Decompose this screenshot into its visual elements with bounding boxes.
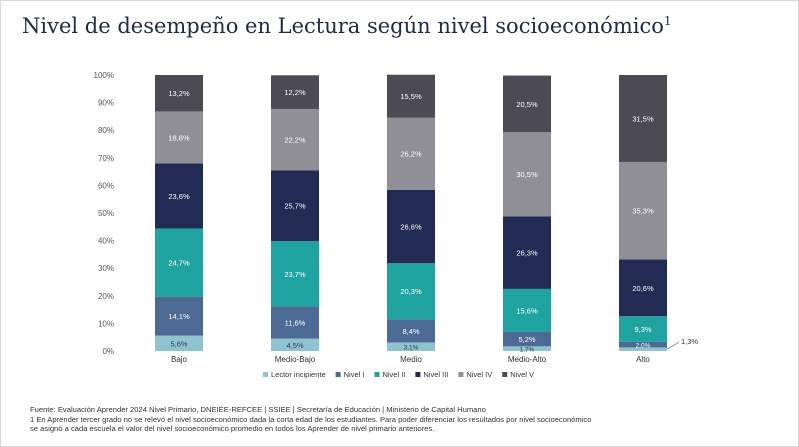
legend-label: Nivel IV (466, 370, 492, 379)
callout-line (666, 341, 680, 350)
title-footnote-mark: 1 (663, 14, 672, 28)
legend-label: Lector incipiente (271, 370, 326, 379)
y-tick-label: 0% (102, 347, 114, 356)
data-label: 15,6% (516, 306, 538, 315)
data-label: 9,3% (634, 325, 651, 334)
data-label: 5,6% (170, 339, 187, 348)
bar-segment (271, 338, 319, 351)
bar-segment (271, 306, 319, 339)
data-label: 30,5% (516, 170, 538, 179)
y-tick-label: 50% (98, 209, 114, 218)
data-label: 12,2% (284, 88, 306, 97)
bar-segment (387, 74, 435, 118)
bar-segment (619, 259, 667, 317)
data-label: 3,1% (404, 345, 419, 352)
x-tick-label: Bajo (171, 355, 188, 364)
footer-note-line2: se asignó a cada escuela el valor del ni… (30, 424, 435, 433)
y-tick-label: 80% (98, 126, 114, 135)
callout-label: 1,3% (681, 337, 698, 346)
data-label: 22,2% (284, 136, 306, 145)
bar-segment (619, 75, 667, 162)
y-tick-label: 20% (98, 292, 114, 301)
x-tick-label: Medio-Alto (508, 355, 547, 364)
data-label: 23,6% (168, 192, 190, 201)
x-tick-label: Alto (636, 355, 650, 364)
bar-segment (619, 347, 667, 351)
bar-segment (271, 241, 319, 307)
data-label: 24,7% (168, 259, 190, 268)
data-label: 26,3% (516, 249, 538, 258)
y-tick-label: 100% (94, 71, 114, 80)
bar-segment (387, 117, 435, 190)
data-label: 2,0% (636, 343, 651, 350)
legend-swatch (335, 372, 341, 377)
bar-segment (387, 189, 435, 264)
y-tick-label: 40% (98, 237, 114, 246)
bar-segment (503, 216, 551, 289)
bar-segment (271, 108, 319, 171)
y-tick-label: 90% (98, 99, 114, 108)
data-label: 26,2% (400, 150, 422, 159)
y-tick-label: 10% (98, 319, 114, 328)
legend-label: Nivel V (510, 370, 534, 379)
data-label: 35,3% (632, 207, 654, 216)
legend-swatch (374, 372, 380, 377)
footer: Fuente: Evaluación Aprender 2024 Nivel P… (30, 405, 770, 434)
x-tick-label: Medio-Bajo (275, 355, 316, 364)
data-label: 18,8% (168, 133, 190, 142)
bar-segment (387, 342, 435, 351)
data-label: 4,5% (286, 341, 303, 350)
bar-segment (155, 75, 203, 112)
bar-segment (619, 341, 667, 348)
bar-segment (271, 75, 319, 109)
data-label: 5,2% (518, 335, 535, 344)
y-tick-label: 60% (98, 181, 114, 190)
legend-swatch (458, 372, 464, 377)
data-label: 14,1% (168, 312, 190, 321)
bar-segment (503, 346, 551, 351)
data-label: 15,5% (400, 92, 422, 101)
y-tick-label: 30% (98, 264, 114, 273)
data-label: 25,7% (284, 202, 306, 211)
bar-segment (619, 161, 667, 260)
data-label: 8,4% (402, 327, 419, 336)
footer-source: Fuente: Evaluación Aprender 2024 Nivel P… (30, 405, 486, 414)
bar-segment (503, 288, 551, 332)
bar-segment (619, 316, 667, 342)
data-label: 23,7% (284, 270, 306, 279)
data-label: 20,5% (516, 100, 538, 109)
footer-note-line1: 1 En Aprender tercer grado no se relevó … (30, 414, 592, 424)
legend-swatch (502, 372, 508, 377)
data-label: 31,5% (632, 114, 654, 123)
bar-segment (503, 132, 551, 217)
data-label: 13,2% (168, 89, 190, 98)
data-label: 20,6% (632, 284, 654, 293)
data-label: 20,3% (400, 287, 422, 296)
bar-segment (155, 111, 203, 164)
data-label: 26,6% (400, 223, 422, 232)
data-label: 11,6% (285, 319, 306, 328)
bar-segment (155, 163, 203, 229)
bar-segment (503, 75, 551, 133)
legend-swatch (415, 372, 421, 377)
bar-segment (503, 331, 551, 347)
legend-label: Nivel II (382, 370, 405, 379)
legend-label: Nivel I (344, 370, 365, 379)
bar-segment (155, 228, 203, 297)
bar-segment (387, 263, 435, 320)
x-tick-label: Medio (400, 355, 422, 364)
bar-segment (155, 335, 203, 351)
y-tick-label: 70% (98, 154, 114, 163)
bar-segment (271, 170, 319, 242)
stacked-bar-chart: 0% 10% 20% 30% 40% 50% 60% 70% 80% 90% 100% 5,6% 14,… (94, 71, 699, 379)
bar-segment (155, 296, 203, 336)
data-label: 1,7% (520, 347, 535, 354)
legend-swatch (263, 372, 268, 377)
bar-segment (387, 319, 435, 343)
legend-label: Nivel III (423, 370, 448, 379)
chart-title: Nivel de desempeño en Lectura según nive… (22, 14, 672, 38)
